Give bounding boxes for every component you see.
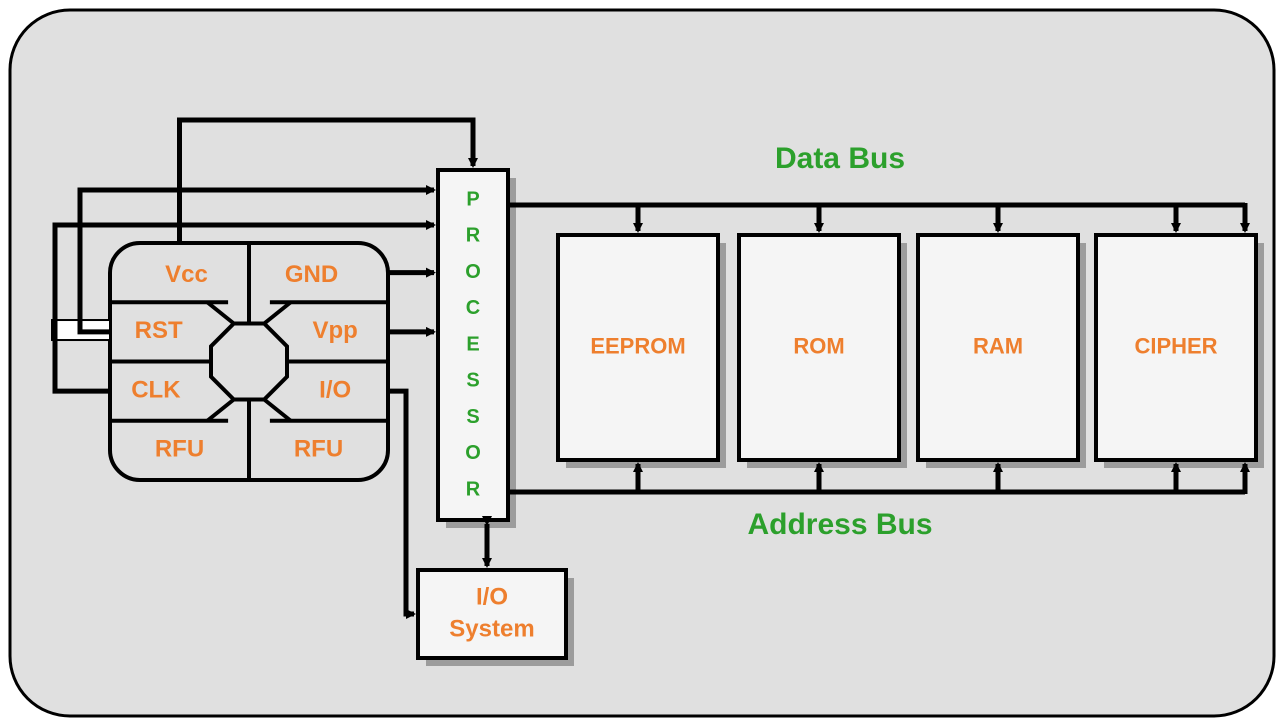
chip-pad-clk: CLK (131, 376, 181, 403)
chip-pad-vpp: Vpp (313, 317, 358, 344)
data-bus-label: Data Bus (775, 142, 905, 175)
chip-pad-rfu-right: RFU (294, 436, 343, 463)
chip-pad-vcc: Vcc (165, 261, 208, 288)
processor-label: R (466, 478, 481, 500)
processor-label: S (466, 370, 479, 392)
rom-label: ROM (793, 333, 844, 358)
chip-pad-rst: RST (135, 317, 183, 344)
processor-label: E (466, 333, 479, 355)
io-system-label-1: I/O (476, 583, 508, 610)
eeprom-label: EEPROM (590, 333, 685, 358)
processor-label: O (465, 442, 481, 464)
processor-label: O (465, 261, 481, 283)
io-system-label-2: System (449, 615, 534, 642)
chip-pad-io: I/O (319, 376, 351, 403)
cipher-label: CIPHER (1134, 333, 1217, 358)
processor-label: P (466, 188, 479, 210)
chip-pad-gnd: GND (285, 261, 338, 288)
processor-label: R (466, 225, 481, 247)
address-bus-label: Address Bus (747, 508, 932, 541)
ram-label: RAM (973, 333, 1023, 358)
chip-pad-rfu-left: RFU (155, 436, 204, 463)
processor-label: C (466, 297, 480, 319)
processor-label: S (466, 406, 479, 428)
